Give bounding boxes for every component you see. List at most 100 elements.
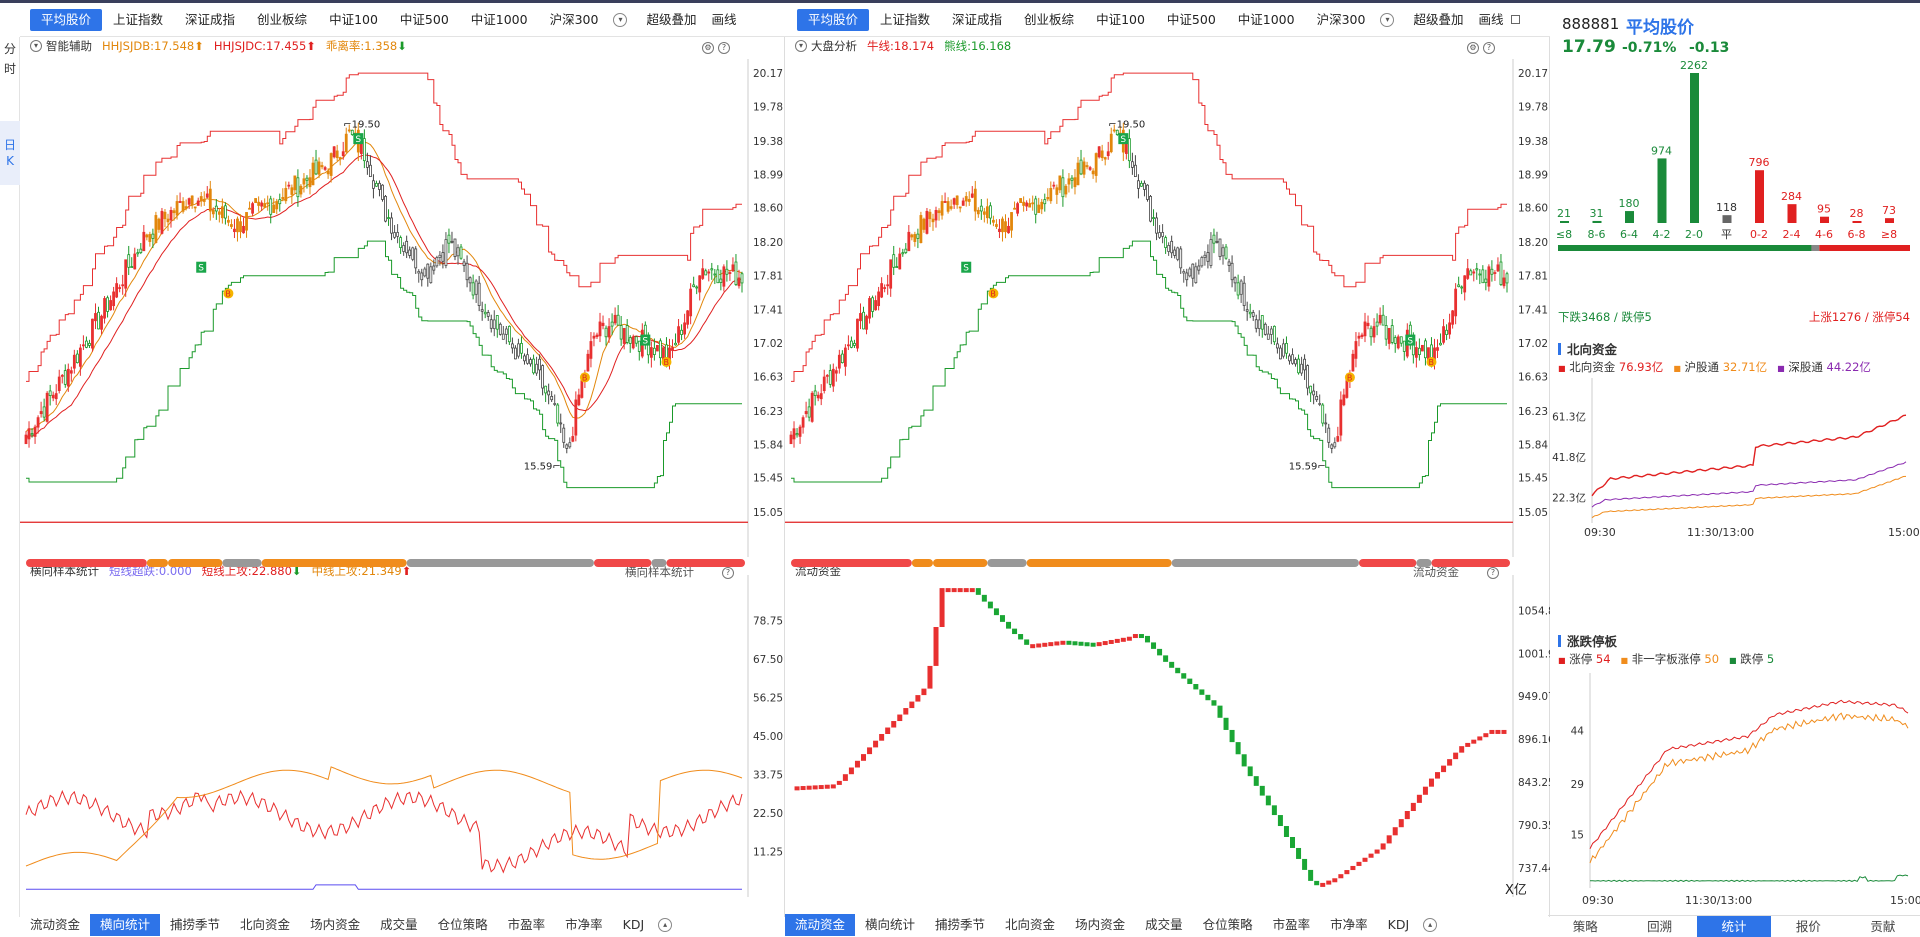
- tab-hs300[interactable]: 沪深300: [549, 11, 599, 27]
- bottom-tab-2[interactable]: 捕捞季节: [935, 917, 986, 932]
- tab-csi500[interactable]: 中证500: [1166, 11, 1216, 27]
- super-overlay-button[interactable]: 超级叠加: [1413, 11, 1464, 27]
- indicator-menu-icon[interactable]: ▾: [795, 40, 807, 52]
- bottom-tab-6[interactable]: 仓位策略: [437, 917, 488, 932]
- candle-body: [402, 245, 406, 252]
- buy-signal-icon: [661, 357, 672, 367]
- draw-line-button[interactable]: 画线: [1478, 11, 1504, 27]
- bottom-tab-1[interactable]: 横向统计: [90, 914, 161, 936]
- tab-shenzhen[interactable]: 深证成指: [185, 11, 236, 27]
- candle-body: [1269, 328, 1273, 335]
- candle-body: [719, 278, 723, 283]
- candle-body: [840, 353, 844, 364]
- right-tab-4[interactable]: 贡献: [1870, 919, 1896, 934]
- tab-csi1000[interactable]: 中证1000: [470, 11, 528, 27]
- help-icon[interactable]: ?: [1483, 42, 1495, 54]
- more-tabs-dropdown-icon[interactable]: ▾: [1380, 12, 1395, 27]
- candle-body: [520, 343, 523, 354]
- north-funds-chart[interactable]: 61.3亿 41.8亿 22.3亿 09:30 11:30/13:00 15:00: [1548, 373, 1920, 623]
- tab-avg-price[interactable]: 平均股价: [797, 8, 870, 31]
- tab-csi100[interactable]: 中证100: [1096, 11, 1145, 27]
- bottom-tab-0[interactable]: 流动资金: [30, 917, 81, 932]
- tab-chinext[interactable]: 创业板综: [1024, 11, 1075, 27]
- candle-body: [792, 428, 796, 440]
- flow-bar: [1175, 667, 1181, 674]
- bottom-tab-6[interactable]: 仓位策略: [1202, 917, 1253, 932]
- right-tab-3[interactable]: 报价: [1795, 919, 1821, 934]
- time-x-label: 09:30: [1582, 894, 1614, 907]
- bottom-tab-9[interactable]: KDJ: [622, 917, 645, 932]
- tab-csi100[interactable]: 中证100: [329, 11, 378, 27]
- right-tab-0[interactable]: 策略: [1572, 919, 1598, 934]
- candle-body: [637, 340, 641, 352]
- bottom-tab-5[interactable]: 成交量: [1145, 917, 1183, 932]
- candle-body: [1055, 187, 1059, 195]
- candle-body: [822, 376, 826, 392]
- help-icon[interactable]: ?: [718, 42, 730, 54]
- bottom-tab-2[interactable]: 捕捞季节: [170, 917, 221, 932]
- tab-csi1000[interactable]: 中证1000: [1237, 11, 1295, 27]
- indicator-menu-icon[interactable]: ▾: [30, 40, 42, 52]
- tab-avg-price[interactable]: 平均股价: [30, 8, 103, 31]
- legend-item-2: ■ 跌停 5: [1729, 651, 1774, 667]
- more-tabs-dropdown-icon[interactable]: ▾: [613, 12, 628, 27]
- candle-body: [740, 273, 744, 284]
- bottom-tab-3[interactable]: 北向资金: [1005, 917, 1056, 932]
- right-tab-2[interactable]: 统计: [1696, 916, 1772, 937]
- bottom-tab-5[interactable]: 成交量: [380, 917, 418, 932]
- tab-csi500[interactable]: 中证500: [399, 11, 449, 27]
- flow-bar: [897, 714, 903, 722]
- mid-sub-chart[interactable]: 1054.88 1001.98 949.07 896.16 843.25 790.35 73…: [785, 557, 1550, 897]
- settings-icon[interactable]: ⚙: [1467, 42, 1479, 54]
- candle-body: [260, 202, 264, 207]
- bottom-tab-4[interactable]: 场内资金: [310, 917, 361, 932]
- bottom-tab-0[interactable]: 流动资金: [785, 914, 856, 936]
- left-sub-chart[interactable]: 78.7567.5056.2545.0033.7522.5011.256月7月8…: [20, 557, 785, 897]
- tab-shanghai[interactable]: 上证指数: [880, 11, 931, 27]
- bottom-tab-3[interactable]: 北向资金: [240, 917, 291, 932]
- left-kline-chart[interactable]: 20.17 19.78 19.38 18.99 18.60 18.20 17.81 17.41…: [20, 37, 785, 557]
- tab-shanghai[interactable]: 上证指数: [113, 11, 164, 27]
- help-icon[interactable]: ?: [1487, 567, 1499, 579]
- limit-board-chart[interactable]: 44 29 15 09:30 11:30/13:00 15:00: [1548, 663, 1920, 915]
- bottom-tab-7[interactable]: 市盈率: [1272, 917, 1311, 932]
- flow-bar: [1241, 754, 1247, 767]
- bottom-tab-8[interactable]: 市净率: [1330, 917, 1368, 932]
- flow-bar: [1314, 880, 1320, 886]
- flow-bar: [921, 688, 927, 696]
- flow-bar: [1120, 637, 1126, 642]
- candle-body: [1275, 343, 1279, 349]
- flow-bar: [1453, 752, 1459, 760]
- flow-bar: [1235, 742, 1241, 755]
- tab-shenzhen[interactable]: 深证成指: [952, 11, 1003, 27]
- candle-body: [1233, 277, 1237, 284]
- settings-icon[interactable]: ⚙: [702, 42, 714, 54]
- dist-bar: [1560, 221, 1569, 223]
- super-overlay-button[interactable]: 超级叠加: [646, 11, 697, 27]
- bottom-tab-1[interactable]: 横向统计: [865, 917, 916, 932]
- right-tab-1[interactable]: 回溯: [1647, 919, 1673, 934]
- tab-chinext[interactable]: 创业板综: [257, 11, 308, 27]
- dist-value: 31: [1590, 207, 1604, 220]
- candle-body: [988, 205, 992, 219]
- help-icon[interactable]: ?: [722, 567, 734, 579]
- limit-y-tick: 44: [1571, 725, 1585, 737]
- left-sub-right-label: 横向样本统计: [625, 565, 694, 579]
- more-bottom-tabs-icon[interactable]: ▴: [1423, 918, 1438, 932]
- maximize-icon[interactable]: [1511, 15, 1521, 24]
- candle-body: [1402, 340, 1406, 352]
- tab-hs300[interactable]: 沪深300: [1316, 11, 1366, 27]
- vnav-minute-2[interactable]: 时: [3, 62, 16, 76]
- mid-kline-chart[interactable]: 20.17 19.78 19.38 18.99 18.60 18.20 17.81 17.41…: [785, 37, 1550, 557]
- bottom-tab-7[interactable]: 市盈率: [507, 917, 546, 932]
- more-bottom-tabs-icon[interactable]: ▴: [658, 918, 673, 932]
- candle-body: [1197, 265, 1201, 271]
- flow-bar: [1404, 811, 1410, 820]
- bottom-tab-9[interactable]: KDJ: [1387, 917, 1410, 932]
- draw-line-button[interactable]: 画线: [711, 11, 737, 27]
- candle-body: [1369, 327, 1373, 338]
- vnav-minute-1[interactable]: 分: [3, 42, 16, 56]
- bottom-tab-4[interactable]: 场内资金: [1075, 917, 1126, 932]
- bottom-tab-8[interactable]: 市净率: [565, 917, 603, 932]
